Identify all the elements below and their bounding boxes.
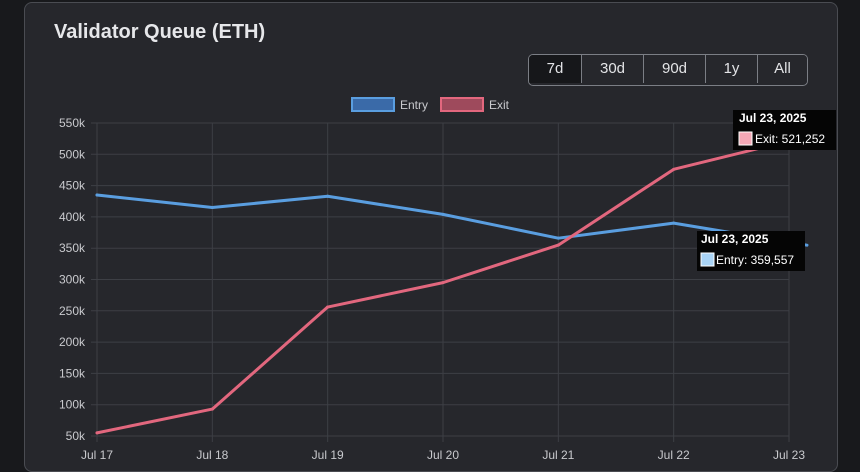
data-point[interactable] — [210, 206, 214, 210]
range-button-30d[interactable]: 30d — [581, 55, 643, 83]
tooltip-entry-body: Entry: 359,557 — [716, 253, 794, 267]
x-tick-label: Jul 20 — [427, 448, 459, 459]
y-tick-label: 50k — [66, 429, 86, 443]
y-tick-label: 250k — [59, 304, 86, 318]
y-tick-label: 350k — [59, 241, 86, 255]
y-tick-label: 450k — [59, 179, 86, 193]
x-tick-label: Jul 18 — [196, 448, 228, 459]
tooltip-entry: Jul 23, 2025 Entry: 359,557 — [697, 231, 805, 271]
tooltip-entry-title: Jul 23, 2025 — [701, 232, 769, 246]
tooltip-exit: Jul 23, 2025 Exit: 521,252 — [733, 110, 836, 150]
tooltip-entry-swatch — [700, 252, 715, 267]
time-range-selector: 7d 30d 90d 1y All — [528, 54, 808, 86]
x-tick-label: Jul 23 — [773, 448, 805, 459]
data-point[interactable] — [672, 221, 676, 225]
x-axis: Jul 17 Jul 18 Jul 19 Jul 20 Jul 21 Jul 22 Jul … — [81, 448, 805, 459]
x-tick-label: Jul 22 — [658, 448, 690, 459]
data-point[interactable] — [672, 167, 676, 171]
tooltip-exit-swatch — [738, 131, 753, 146]
range-button-90d[interactable]: 90d — [643, 55, 705, 83]
series-line-exit[interactable] — [95, 135, 809, 435]
data-point[interactable] — [326, 305, 330, 309]
y-tick-label: 200k — [59, 335, 86, 349]
page-title: Validator Queue (ETH) — [54, 21, 266, 43]
range-button-1y[interactable]: 1y — [705, 55, 757, 83]
x-tick-label: Jul 21 — [542, 448, 574, 459]
x-tick-label: Jul 19 — [312, 448, 344, 459]
tooltip-entry-box — [697, 231, 805, 271]
data-point[interactable] — [95, 431, 99, 435]
y-tick-label: 300k — [59, 273, 86, 287]
range-button-all[interactable]: All — [757, 55, 807, 83]
y-axis: 550k 500k 450k 400k 350k 300k 250k 200k 150k 100k… — [59, 116, 86, 443]
tooltip-exit-title: Jul 23, 2025 — [739, 111, 807, 125]
y-tick-label: 550k — [59, 116, 86, 130]
data-point[interactable] — [441, 212, 445, 216]
data-point[interactable] — [441, 281, 445, 285]
legend-label-entry[interactable]: Entry — [400, 98, 428, 112]
tooltip-exit-body: Exit: 521,252 — [755, 132, 825, 146]
y-tick-label: 500k — [59, 147, 86, 161]
range-button-7d[interactable]: 7d — [529, 55, 581, 83]
chart-grid — [91, 122, 790, 442]
y-tick-label: 150k — [59, 366, 86, 380]
legend-label-exit[interactable]: Exit — [489, 98, 510, 112]
y-tick-label: 400k — [59, 210, 86, 224]
data-point[interactable] — [326, 194, 330, 198]
line-chart: 550k 500k 450k 400k 350k 300k 250k 200k 150k 100k… — [59, 97, 836, 459]
legend-swatch-entry[interactable] — [351, 97, 395, 112]
data-point[interactable] — [556, 236, 560, 240]
chart-legend: Entry Exit — [351, 97, 510, 112]
x-tick-label: Jul 17 — [81, 448, 113, 459]
y-tick-label: 100k — [59, 398, 86, 412]
chart-series — [95, 135, 809, 435]
data-point[interactable] — [556, 243, 560, 247]
data-point[interactable] — [95, 193, 99, 197]
data-point[interactable] — [210, 407, 214, 411]
legend-swatch-exit[interactable] — [440, 97, 484, 112]
